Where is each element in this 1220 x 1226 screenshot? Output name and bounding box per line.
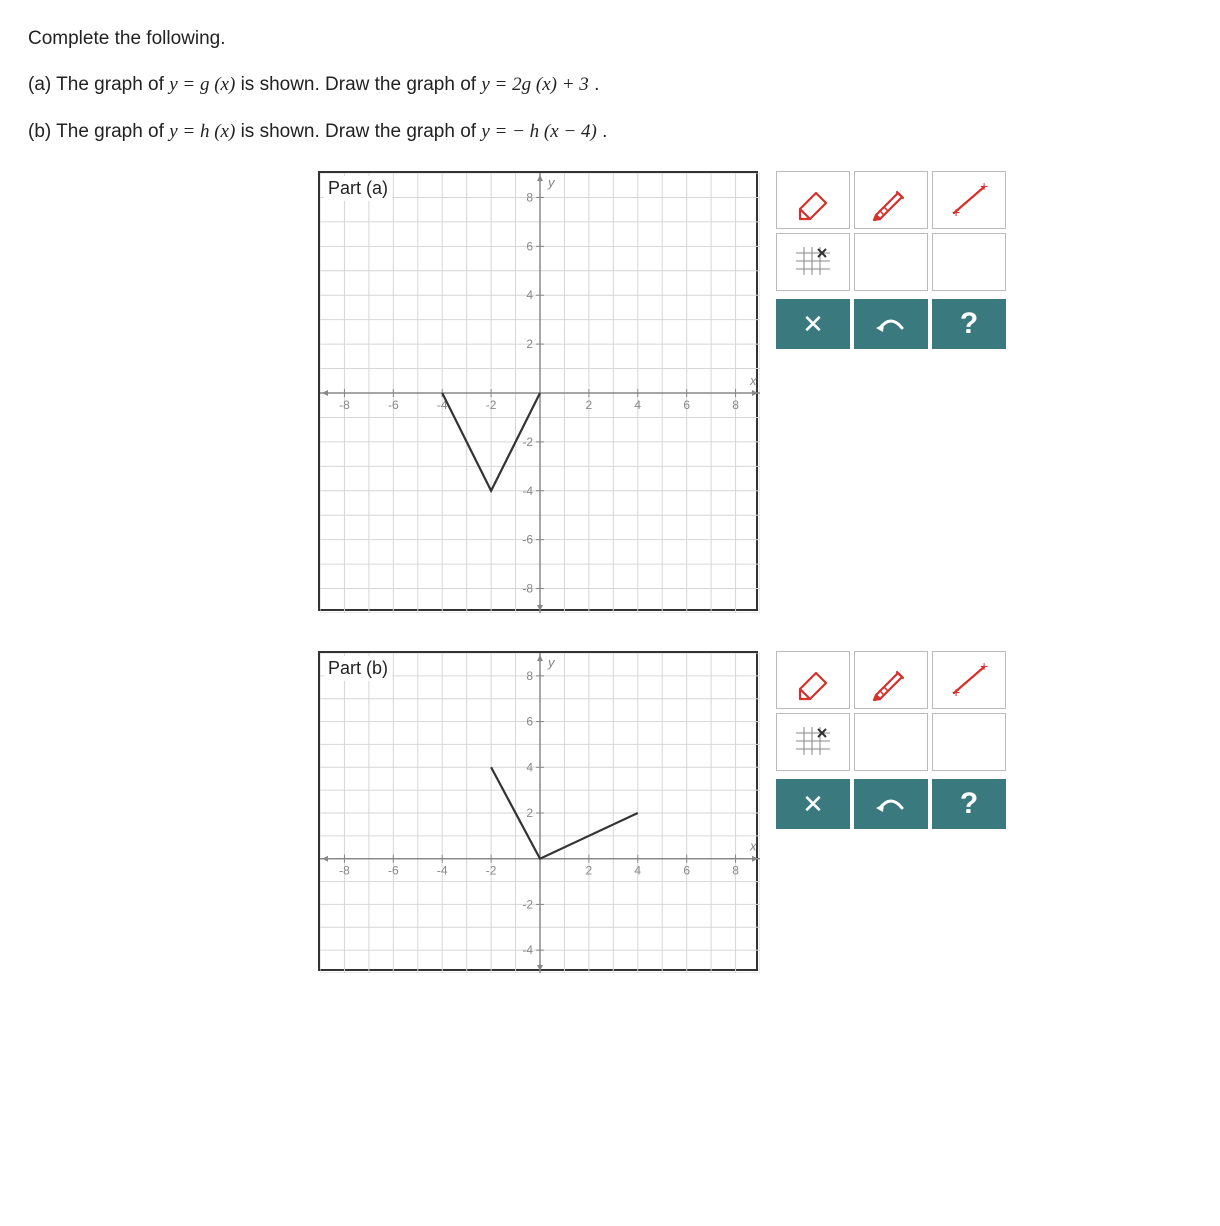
svg-text:+: + <box>980 179 988 194</box>
coordinate-plane[interactable]: -8-6-4-22468-8-6-4-22468xy <box>320 173 760 613</box>
empty-tool-slot <box>854 233 928 291</box>
svg-text:+: + <box>952 204 960 220</box>
pencil-tool[interactable] <box>854 171 928 229</box>
delete-point-tool[interactable] <box>776 713 850 771</box>
part-b-prefix: (b) The graph of <box>28 121 169 142</box>
part-a-prefix: (a) The graph of <box>28 74 169 95</box>
svg-text:6: 6 <box>526 715 533 729</box>
svg-text:y: y <box>547 175 556 190</box>
part-a-row: Part (a) -8-6-4-22468-8-6-4-22468xy ++ ✕… <box>318 171 1192 611</box>
undo-icon <box>874 792 908 816</box>
svg-text:2: 2 <box>526 337 533 351</box>
part-a-mid: is shown. Draw the graph of <box>241 74 482 95</box>
eraser-icon <box>790 659 836 701</box>
coordinate-plane[interactable]: -8-6-4-22468-4-22468xy <box>320 653 760 973</box>
close-button[interactable]: ✕ <box>776 779 850 829</box>
svg-text:-8: -8 <box>339 398 350 412</box>
close-button[interactable]: ✕ <box>776 299 850 349</box>
svg-text:-6: -6 <box>388 864 399 878</box>
line-tool-icon: ++ <box>946 179 992 221</box>
pencil-tool[interactable] <box>854 651 928 709</box>
svg-text:+: + <box>952 684 960 700</box>
problem-text: Complete the following. (a) The graph of… <box>28 24 1192 147</box>
delete-point-icon <box>790 721 836 763</box>
svg-text:6: 6 <box>683 398 690 412</box>
svg-text:-2: -2 <box>486 398 497 412</box>
part-b-row: Part (b) -8-6-4-22468-4-22468xy ++ ✕? <box>318 651 1192 971</box>
help-button[interactable]: ? <box>932 779 1006 829</box>
delete-point-tool[interactable] <box>776 233 850 291</box>
svg-text:4: 4 <box>634 398 641 412</box>
svg-text:-6: -6 <box>388 398 399 412</box>
part-b-mid: is shown. Draw the graph of <box>241 121 482 142</box>
svg-text:4: 4 <box>634 864 641 878</box>
intro-line: Complete the following. <box>28 24 1192 54</box>
svg-text:2: 2 <box>586 864 593 878</box>
part-a-suffix: . <box>594 74 599 95</box>
svg-text:-2: -2 <box>522 435 533 449</box>
eraser-icon <box>790 179 836 221</box>
svg-text:+: + <box>980 659 988 674</box>
delete-point-icon <box>790 241 836 283</box>
eraser-tool[interactable] <box>776 171 850 229</box>
part-a-line: (a) The graph of y = g (x) is shown. Dra… <box>28 70 1192 100</box>
graph-a[interactable]: Part (a) -8-6-4-22468-8-6-4-22468xy <box>318 171 758 611</box>
svg-text:4: 4 <box>526 288 533 302</box>
undo-icon <box>874 312 908 336</box>
part-b-eq2: y = − h (x − 4) <box>481 121 596 142</box>
line-tool-tool[interactable]: ++ <box>932 171 1006 229</box>
part-b-line: (b) The graph of y = h (x) is shown. Dra… <box>28 117 1192 147</box>
part-b-eq1: y = h (x) <box>169 121 235 142</box>
pencil-icon <box>868 659 914 701</box>
svg-text:x: x <box>749 373 757 388</box>
svg-text:8: 8 <box>732 398 739 412</box>
part-b-label: Part (b) <box>324 656 392 681</box>
part-b-suffix: . <box>602 121 607 142</box>
empty-tool-slot <box>932 713 1006 771</box>
line-tool-tool[interactable]: ++ <box>932 651 1006 709</box>
svg-text:-4: -4 <box>522 943 533 957</box>
svg-text:-4: -4 <box>522 484 533 498</box>
svg-text:6: 6 <box>683 864 690 878</box>
svg-text:-8: -8 <box>339 864 350 878</box>
svg-text:-2: -2 <box>486 864 497 878</box>
svg-text:-2: -2 <box>522 898 533 912</box>
part-a-label: Part (a) <box>324 176 392 201</box>
svg-text:x: x <box>749 839 757 854</box>
svg-text:2: 2 <box>526 806 533 820</box>
svg-text:y: y <box>547 655 556 670</box>
svg-text:8: 8 <box>732 864 739 878</box>
part-a-eq2: y = 2g (x) + 3 <box>481 74 588 95</box>
pencil-icon <box>868 179 914 221</box>
graph-b[interactable]: Part (b) -8-6-4-22468-4-22468xy <box>318 651 758 971</box>
undo-button[interactable] <box>854 779 928 829</box>
svg-text:4: 4 <box>526 760 533 774</box>
help-button[interactable]: ? <box>932 299 1006 349</box>
svg-text:-6: -6 <box>522 533 533 547</box>
eraser-tool[interactable] <box>776 651 850 709</box>
svg-text:8: 8 <box>526 191 533 205</box>
empty-tool-slot <box>932 233 1006 291</box>
svg-text:6: 6 <box>526 240 533 254</box>
svg-text:8: 8 <box>526 669 533 683</box>
part-a-eq1: y = g (x) <box>169 74 235 95</box>
svg-text:-4: -4 <box>437 864 448 878</box>
svg-text:-8: -8 <box>522 582 533 596</box>
line-tool-icon: ++ <box>946 659 992 701</box>
toolbar-b: ++ ✕? <box>776 651 1008 829</box>
toolbar-a: ++ ✕? <box>776 171 1008 349</box>
empty-tool-slot <box>854 713 928 771</box>
svg-text:2: 2 <box>586 398 593 412</box>
undo-button[interactable] <box>854 299 928 349</box>
